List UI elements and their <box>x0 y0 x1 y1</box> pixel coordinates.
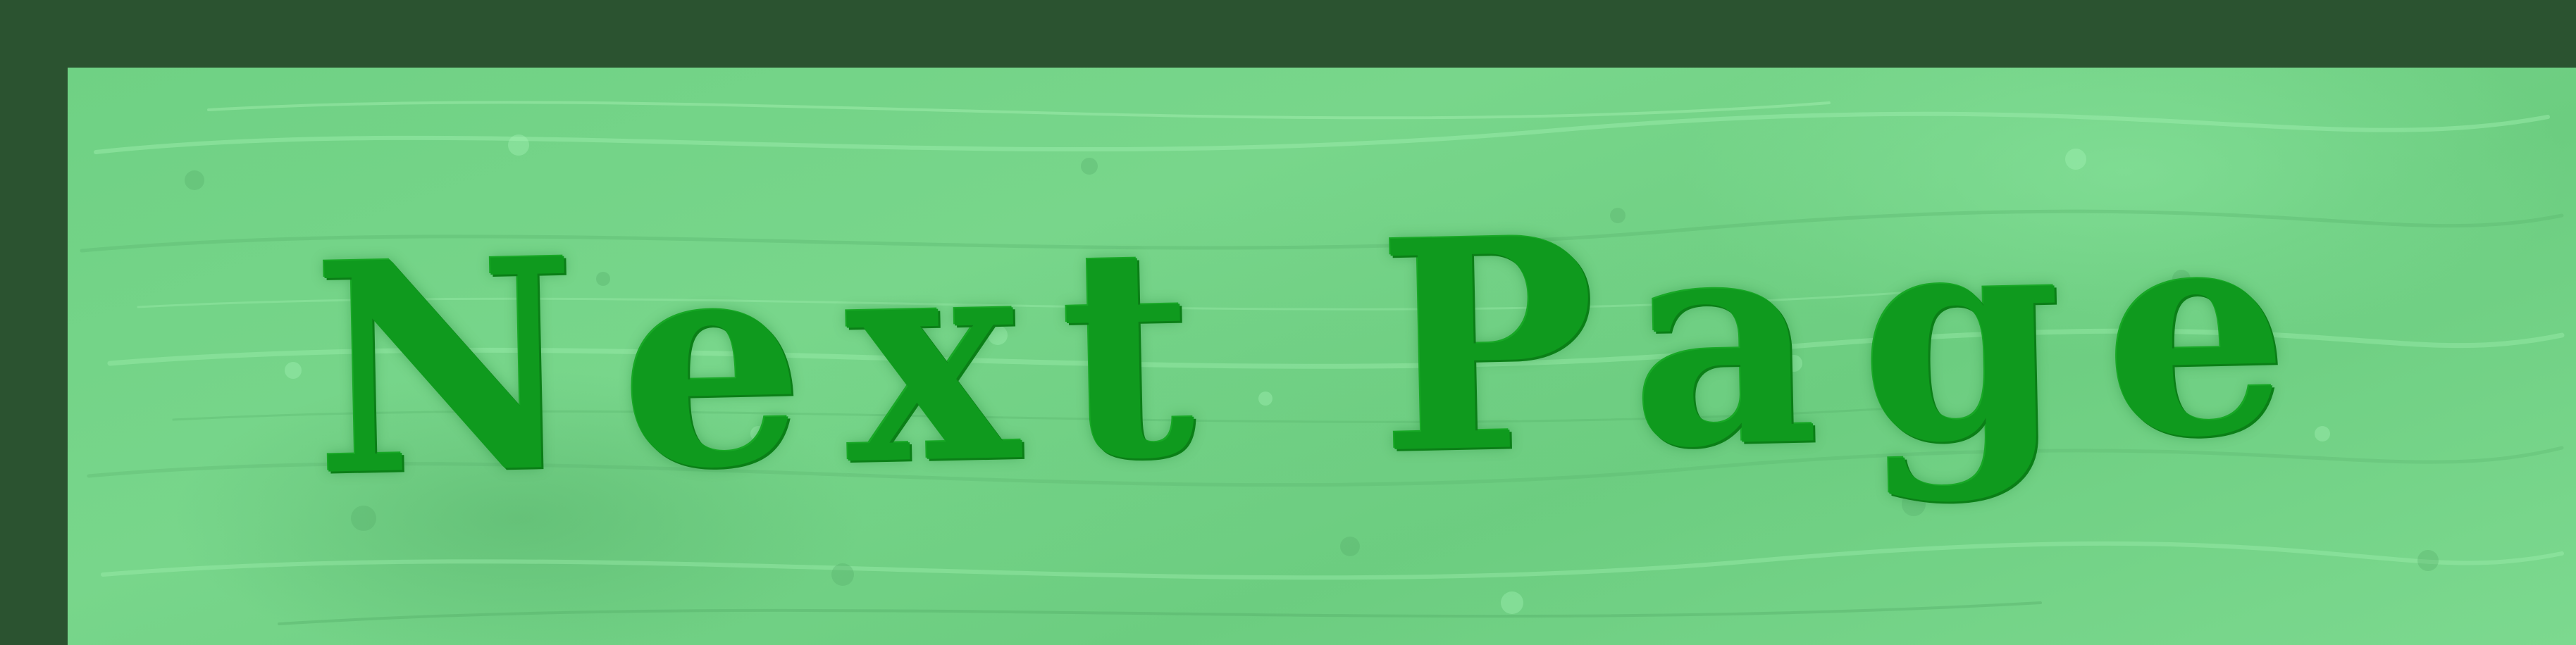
next-page-label: Next Page <box>309 158 2334 540</box>
button-face[interactable]: Next Page <box>68 68 2576 645</box>
scratched-texture <box>80 101 2565 625</box>
label-container: Next Page <box>68 68 2576 645</box>
